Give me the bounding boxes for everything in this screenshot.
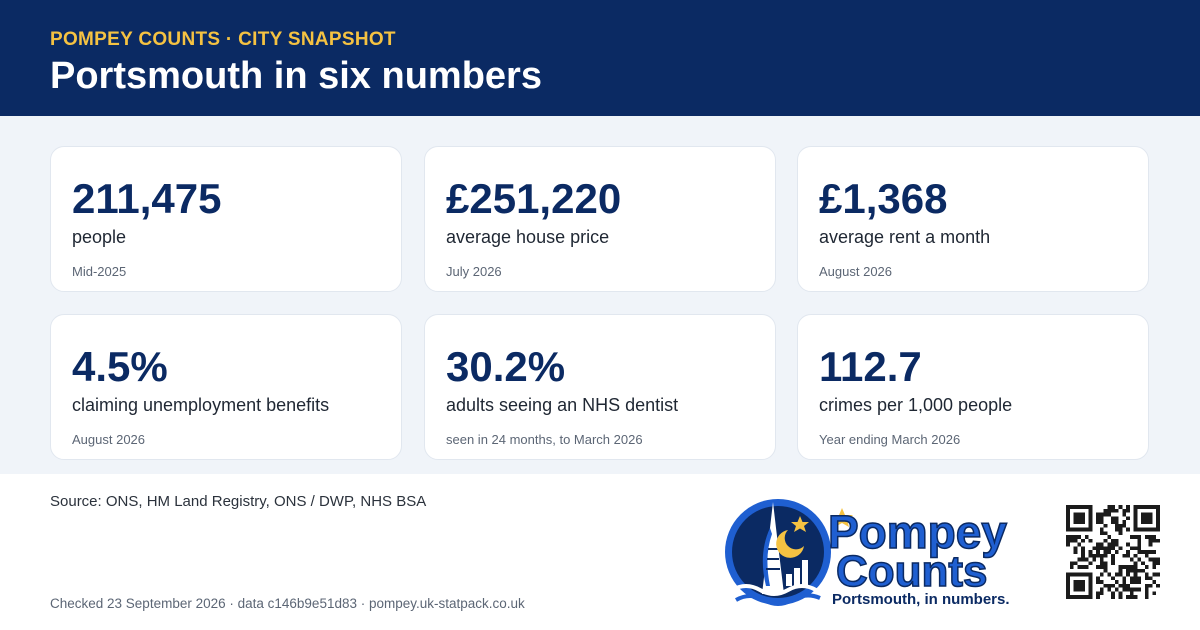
qr-code-icon [1066, 505, 1160, 599]
stat-value: 4.5% [72, 343, 168, 390]
stat-value: £251,220 [446, 175, 622, 222]
stat-card-house-price: £251,220 average house price July 2026 [424, 146, 776, 292]
logo-word-counts: Counts [836, 547, 988, 596]
header-kicker: POMPEY COUNTS · CITY SNAPSHOT [50, 29, 396, 50]
stat-date: August 2026 [819, 264, 893, 279]
stat-label: claiming unemployment benefits [72, 395, 330, 415]
stat-date: July 2026 [446, 264, 502, 279]
stat-card-dentist: 30.2% adults seeing an NHS dentist seen … [424, 314, 776, 460]
header-banner: POMPEY COUNTS · CITY SNAPSHOT Portsmouth… [0, 0, 1200, 116]
stats-area: 211,475 people Mid-2025 £251,220 average… [0, 116, 1200, 474]
crescent-moon-icon [776, 530, 804, 558]
logo-word-pompey: Pompey [828, 506, 1007, 558]
page-title: Portsmouth in six numbers [50, 55, 542, 97]
stat-card-rent: £1,368 average rent a month August 2026 [797, 146, 1149, 292]
star-icon [791, 516, 809, 532]
stat-card-unemployment: 4.5% claiming unemployment benefits Augu… [50, 314, 402, 460]
stat-label: average house price [446, 227, 610, 247]
stat-date: seen in 24 months, to March 2026 [446, 432, 643, 447]
stat-label: adults seeing an NHS dentist [446, 395, 679, 415]
waves-icon [731, 584, 831, 596]
stat-date: Mid-2025 [72, 264, 127, 279]
stat-value: £1,368 [819, 175, 948, 222]
stat-card-crime: 112.7 crimes per 1,000 people Year endin… [797, 314, 1149, 460]
stat-date: August 2026 [72, 432, 146, 447]
stat-label: people [72, 227, 127, 247]
logo-tagline: Portsmouth, in numbers. [832, 591, 1010, 608]
bar-chart-icon [786, 574, 792, 586]
stat-label: crimes per 1,000 people [819, 395, 1013, 415]
stat-value: 211,475 [72, 175, 222, 222]
checked-note: Checked 23 September 2026 · data c146b9e… [50, 596, 525, 611]
stat-value: 112.7 [819, 343, 922, 390]
stat-date: Year ending March 2026 [819, 432, 961, 447]
stat-value: 30.2% [446, 343, 566, 390]
stat-card-population: 211,475 people Mid-2025 [50, 146, 402, 292]
stat-label: average rent a month [819, 227, 991, 247]
pompey-counts-logo: Pompey Counts Portsmouth, in numbers. [725, 499, 1010, 608]
source-note: Source: ONS, HM Land Registry, ONS / DWP… [50, 493, 427, 510]
